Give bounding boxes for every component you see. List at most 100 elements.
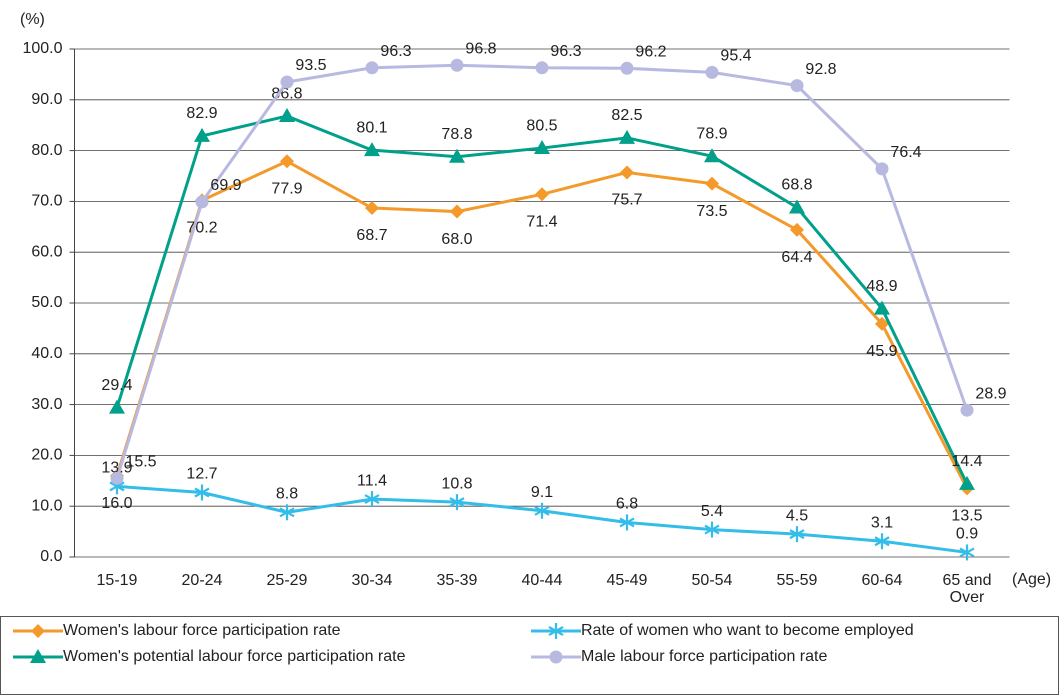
x-tick-label: 15-19 (96, 572, 138, 589)
data-label: 15.5 (125, 453, 156, 470)
asterisk-stroke (619, 517, 635, 528)
data-point (194, 127, 210, 142)
legend-marker (31, 624, 45, 638)
data-point (450, 204, 464, 219)
data-label: 68.0 (441, 231, 472, 248)
data-label: 28.9 (975, 385, 1006, 402)
legend-label: Women's labour force participation rate (63, 622, 341, 639)
data-point (449, 494, 465, 511)
x-tick-label: 50-54 (691, 572, 733, 589)
data-point (620, 165, 634, 180)
data-point (534, 502, 550, 519)
data-point (959, 544, 975, 561)
data-point (535, 61, 549, 75)
asterisk-stroke (874, 536, 890, 547)
data-label: 80.5 (526, 117, 557, 134)
data-label: 96.8 (465, 40, 496, 57)
data-point (195, 195, 209, 209)
data-label: 29.4 (101, 377, 132, 394)
x-axis-label: (Age) (1012, 571, 1051, 588)
data-point (109, 399, 125, 414)
legend-label: Rate of women who want to become employe… (581, 622, 914, 639)
asterisk-stroke (279, 507, 295, 518)
legend-marker (548, 623, 564, 639)
asterisk-stroke (194, 487, 210, 498)
data-point (620, 61, 634, 75)
asterisk-stroke (789, 529, 805, 540)
data-label: 5.4 (701, 503, 723, 520)
data-label: 3.1 (871, 514, 893, 531)
y-tick-label: 70.0 (31, 193, 62, 210)
data-point (704, 148, 720, 163)
data-label: 73.5 (696, 203, 727, 220)
data-point (280, 154, 294, 169)
data-label: 82.9 (186, 105, 217, 122)
data-point (535, 187, 549, 202)
data-point (365, 61, 379, 75)
asterisk-stroke (449, 497, 465, 508)
data-point (364, 142, 380, 157)
legend-item: Women's labour force participation rate (13, 621, 341, 641)
data-point (875, 316, 889, 331)
x-tick-label: 30-34 (351, 572, 393, 589)
data-point (705, 65, 719, 79)
data-label: 11.4 (357, 472, 387, 489)
x-tick-label: 40-44 (521, 572, 563, 589)
data-label: 64.4 (781, 249, 812, 266)
data-point (194, 484, 210, 501)
x-tick-label: 60-64 (861, 572, 903, 589)
asterisk-stroke (704, 524, 720, 535)
data-label: 78.9 (696, 125, 727, 142)
data-label: 77.9 (271, 180, 302, 197)
data-label: 96.2 (635, 44, 666, 61)
y-tick-label: 80.0 (31, 142, 62, 159)
data-point (365, 201, 379, 216)
legend-marker (549, 650, 563, 664)
data-label: 78.8 (441, 126, 472, 143)
data-point (364, 491, 380, 508)
data-label: 12.7 (186, 466, 217, 483)
data-point (789, 526, 805, 543)
data-label: 96.3 (550, 43, 581, 60)
data-label: 4.5 (786, 507, 808, 524)
data-label: 14.4 (951, 453, 982, 470)
y-tick-label: 40.0 (31, 345, 62, 362)
legend-key (531, 623, 581, 639)
data-point (279, 108, 295, 123)
legend-item: Rate of women who want to become employe… (531, 621, 914, 641)
data-point (279, 504, 295, 521)
data-point (280, 75, 294, 89)
y-tick-label: 20.0 (31, 447, 62, 464)
legend-key (13, 649, 63, 663)
data-point (875, 162, 889, 176)
data-point (619, 129, 635, 144)
legend-item: Male labour force participation rate (531, 647, 827, 667)
data-point (450, 58, 464, 72)
data-point (534, 140, 550, 155)
asterisk-stroke (534, 505, 550, 516)
series-line (115, 159, 969, 490)
data-point (960, 403, 974, 417)
data-label: 82.5 (611, 107, 642, 124)
y-axis-label: (%) (20, 11, 45, 28)
x-tick-label: 45-49 (606, 572, 648, 589)
data-label: 8.8 (276, 486, 298, 503)
data-label: 92.8 (805, 61, 836, 78)
legend-label: Women's potential labour force participa… (63, 648, 406, 665)
data-point (619, 514, 635, 531)
data-label: 9.1 (531, 484, 553, 501)
x-tick-label: 65 and Over (942, 572, 992, 606)
data-label: 75.7 (611, 192, 642, 209)
data-point (790, 79, 804, 93)
asterisk-stroke (109, 481, 125, 492)
data-label: 68.7 (356, 227, 387, 244)
data-label: 93.5 (295, 57, 326, 74)
chart: (%) (Age) 0.0 10.0 20.0 30.0 40.0 50.0 60.0 70.… (20, 11, 1051, 588)
legend-item: Women's potential labour force participa… (13, 647, 406, 667)
data-label: 68.8 (781, 177, 812, 194)
legend-key (13, 624, 63, 638)
data-label: 96.3 (380, 43, 411, 60)
asterisk-stroke (548, 626, 564, 636)
y-tick-label: 30.0 (31, 396, 62, 413)
